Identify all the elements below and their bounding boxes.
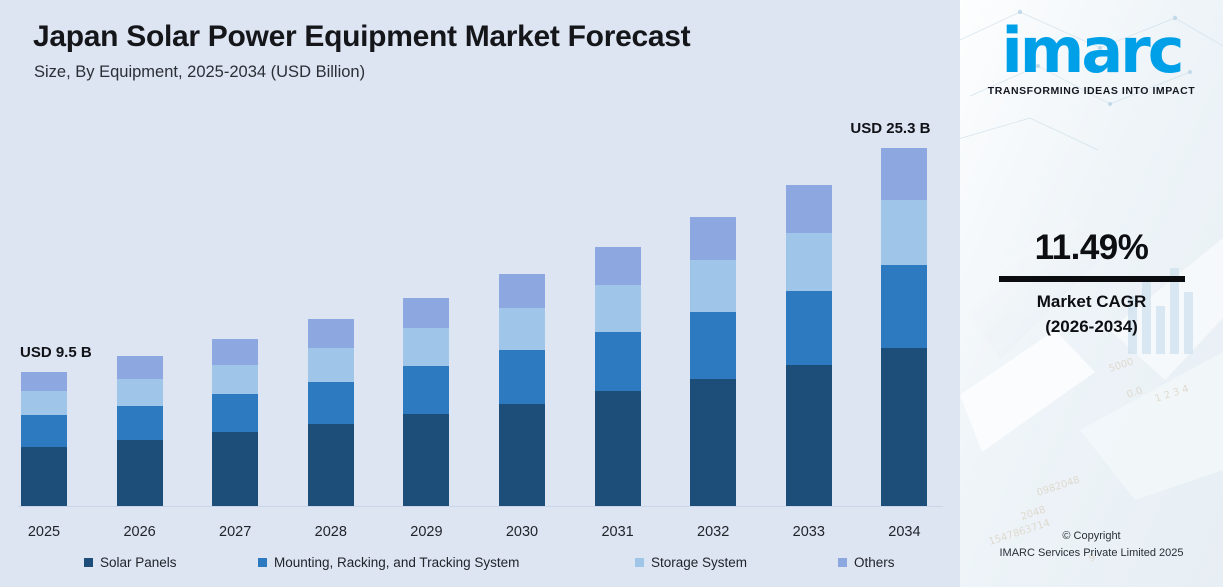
x-axis-label-2030: 2030 <box>505 524 539 540</box>
bar-segment <box>21 391 67 416</box>
bar-segment <box>307 347 354 382</box>
brand-panel: 5000 0.0 1 2 3 4 0982048 2048 1547863714… <box>960 0 1223 587</box>
bar-segment <box>403 298 450 328</box>
bar-segment <box>881 347 928 506</box>
svg-text:9: 9 <box>1088 552 1097 564</box>
bar-segment <box>212 432 259 506</box>
bar-segment <box>881 200 928 266</box>
bar-2027 <box>212 339 259 506</box>
page-title: Japan Solar Power Equipment Market Forec… <box>33 20 691 53</box>
bar-segment <box>499 404 545 506</box>
legend-swatch-icon <box>258 557 267 567</box>
bar-segment <box>499 307 545 351</box>
copyright-line-1: © Copyright <box>1062 530 1121 542</box>
x-axis-label-2028: 2028 <box>314 524 347 540</box>
legend-item-0[interactable]: Solar Panels <box>84 555 177 570</box>
bar-2031 <box>594 247 641 506</box>
bar-segment <box>499 350 545 405</box>
bar-segment <box>690 259 737 313</box>
axis-baseline <box>18 506 943 507</box>
bar-2032 <box>690 217 737 506</box>
bar-2030 <box>499 273 545 506</box>
bar-segment <box>403 365 450 415</box>
bar-segment <box>690 378 737 506</box>
x-axis-label-2034: 2034 <box>888 524 921 540</box>
bar-series-container: 2025 2026 2027 2028 2029 2030 2031 2032 2033 2034 <box>21 148 928 540</box>
panel-background-graphic: 5000 0.0 1 2 3 4 0982048 2048 1547863714… <box>960 0 1223 587</box>
legend-label: Solar Panels <box>100 554 177 570</box>
bar-segment <box>403 414 450 506</box>
bar-segment <box>307 381 354 424</box>
bar-segment <box>116 356 163 379</box>
bar-segment <box>690 312 737 379</box>
legend-label: Mounting, Racking, and Tracking System <box>274 554 520 570</box>
bar-segment <box>785 232 832 291</box>
bar-segment <box>212 339 259 365</box>
x-axis-label-2027: 2027 <box>219 524 252 540</box>
x-axis-label-2032: 2032 <box>697 524 730 540</box>
bar-segment <box>881 148 928 201</box>
bar-2033 <box>785 184 832 506</box>
x-axis-label-2033: 2033 <box>792 524 825 540</box>
bar-segment <box>881 265 928 348</box>
copyright-line-2: IMARC Services Private Limited 2025 <box>999 546 1184 559</box>
bar-segment <box>212 364 259 395</box>
legend-label: Others <box>854 554 895 570</box>
x-axis-label-2029: 2029 <box>410 524 443 540</box>
bar-segment <box>116 405 163 440</box>
bar-2028 <box>307 319 354 506</box>
bar-segment <box>307 423 354 506</box>
cagr-range: (2026-2034) <box>1045 317 1138 336</box>
bar-segment <box>594 285 641 332</box>
value-tag-end: USD 25.3 B <box>850 120 931 137</box>
bar-segment <box>307 319 354 348</box>
bar-2025 <box>21 371 67 506</box>
bar-segment <box>403 327 450 366</box>
imarc-logo-wordmark: imarc <box>1001 14 1184 87</box>
bar-segment <box>21 415 67 447</box>
chart-panel: Japan Solar Power Equipment Market Forec… <box>0 20 960 577</box>
x-axis-label-2025: 2025 <box>27 524 61 540</box>
legend-label: Storage System <box>651 554 748 570</box>
bar-segment <box>594 331 641 392</box>
bar-segment <box>212 394 259 433</box>
bar-2026 <box>116 356 163 506</box>
chart-legend: Solar Panels Mounting, Racking, and Track… <box>0 547 960 577</box>
bar-segment <box>594 391 641 506</box>
x-axis-label-2026: 2026 <box>123 524 156 540</box>
value-tag-start: USD 9.5 B <box>20 343 92 361</box>
legend-swatch-icon <box>635 557 644 567</box>
bar-segment <box>785 184 832 233</box>
legend-swatch-icon <box>84 557 93 567</box>
bar-segment <box>594 247 641 286</box>
bar-segment <box>690 217 737 260</box>
bar-segment <box>21 446 67 506</box>
legend-item-1[interactable]: Mounting, Racking, and Tracking System <box>258 555 519 570</box>
chart-subtitle: Size, By Equipment, 2025-2034 (USD Billi… <box>34 63 366 81</box>
x-axis-label-2031: 2031 <box>601 524 634 540</box>
legend-item-3[interactable]: Others <box>838 555 895 570</box>
legend-item-2[interactable]: Storage System <box>635 555 747 570</box>
svg-text:0.0: 0.0 <box>1126 385 1145 400</box>
bar-2034 <box>881 148 928 506</box>
copyright-notice: © Copyright IMARC Services Private Limit… <box>960 528 1223 561</box>
cagr-block: 11.49% Market CAGR (2026-2034) <box>960 228 1223 337</box>
bar-segment <box>785 290 832 365</box>
bar-2029 <box>403 298 450 506</box>
bar-segment <box>116 378 163 406</box>
bar-segment <box>785 364 832 506</box>
bar-segment <box>499 273 545 308</box>
bar-segment <box>21 371 67 392</box>
bar-segment <box>116 439 163 506</box>
cagr-label: Market CAGR <box>1036 292 1147 311</box>
imarc-logo: imarc TRANSFORMING IDEAS INTO IMPACT <box>960 14 1223 97</box>
cagr-value: 11.49% <box>1034 228 1149 267</box>
imarc-logo-tagline: TRANSFORMING IDEAS INTO IMPACT <box>987 84 1196 97</box>
cagr-divider <box>998 276 1185 282</box>
legend-swatch-icon <box>838 557 847 567</box>
